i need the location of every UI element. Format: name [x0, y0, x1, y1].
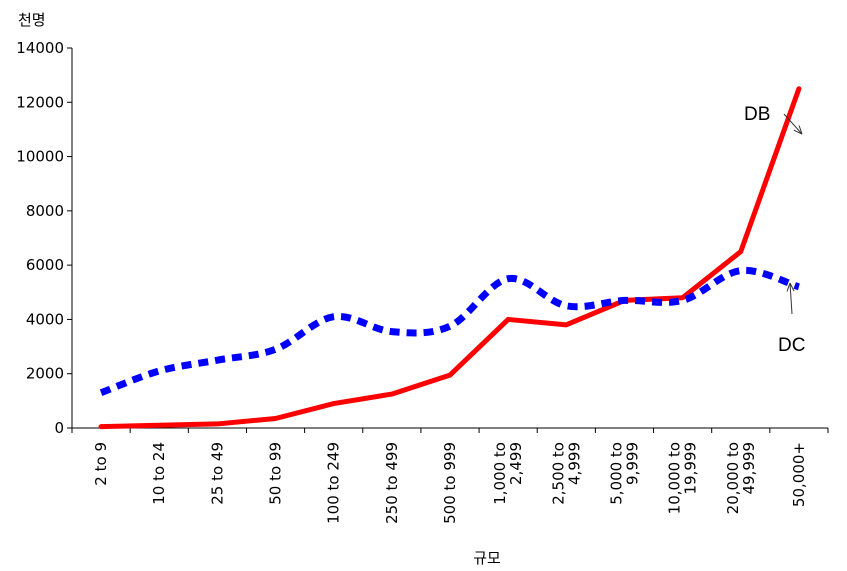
annotation-arrowhead	[789, 282, 795, 292]
annotation-label-dc: DC	[778, 335, 805, 356]
x-tick-label: 50,000+	[790, 442, 808, 507]
y-axis-unit-label: 천명	[18, 11, 46, 29]
data-point-dc	[566, 305, 567, 306]
x-tick-label: 25 to 49	[208, 442, 226, 505]
data-point-db	[450, 375, 451, 376]
data-point-dc	[798, 286, 799, 287]
annotation-arrowhead	[793, 129, 803, 135]
data-point-dc	[275, 349, 276, 350]
x-tick-label: 500 to 999	[441, 442, 459, 524]
data-point-db	[275, 418, 276, 419]
data-point-db	[159, 425, 160, 426]
data-point-db	[508, 319, 509, 320]
annotation-label-db: DB	[744, 104, 770, 125]
x-tick-label-group: 25 to 49	[208, 442, 226, 505]
data-point-db	[798, 88, 799, 89]
y-tick-label: 2000	[26, 365, 64, 383]
x-tick-label-group: 1,000 to2,499	[491, 442, 525, 505]
data-point-dc	[101, 392, 102, 393]
x-tick-label: 5,000 to	[607, 442, 625, 505]
x-tick-label: 250 to 499	[383, 442, 401, 524]
data-point-dc	[624, 300, 625, 301]
x-axis-label: 규모	[473, 549, 501, 567]
x-tick-label: 2,500 to	[549, 442, 567, 505]
annotation-pointer	[789, 282, 793, 315]
x-tick-label-group: 5,000 to9,999	[607, 442, 641, 505]
x-axis-ticks: 2 to 9 10 to 24 25 to 49 50 to 99 100 to 249…	[71, 428, 829, 524]
y-tick-label: 10000	[16, 148, 64, 166]
x-tick-label: 49,999	[740, 442, 758, 495]
x-tick-label: 50 to 99	[267, 442, 285, 505]
data-point-dc	[740, 270, 741, 271]
x-tick-label: 100 to 249	[325, 442, 343, 524]
data-point-db	[566, 324, 567, 325]
axes	[71, 48, 828, 429]
data-point-dc	[333, 316, 334, 317]
x-tick-label: 2,499	[507, 442, 525, 485]
y-tick-label: 6000	[26, 256, 64, 274]
data-point-db	[333, 403, 334, 404]
data-point-dc	[450, 326, 451, 327]
series-line-dc	[99, 267, 801, 396]
y-tick-label: 4000	[26, 310, 64, 328]
x-tick-label-group: 250 to 499	[383, 442, 401, 524]
data-point-db	[101, 426, 102, 427]
annotation-arrowhead	[786, 282, 791, 292]
annotation-arrowhead	[798, 125, 803, 135]
y-tick-label: 12000	[16, 93, 64, 111]
data-point-dc	[159, 371, 160, 372]
data-point-dc	[508, 278, 509, 279]
x-tick-label-group: 50,000+	[790, 442, 808, 507]
x-tick-label: 19,999	[682, 442, 700, 495]
y-tick-label: 8000	[26, 202, 64, 220]
x-tick-label-group: 50 to 99	[267, 442, 285, 505]
data-point-db	[217, 423, 218, 424]
series-line-db	[98, 86, 802, 430]
x-tick-label: 1,000 to	[491, 442, 509, 505]
x-tick-label-group: 500 to 999	[441, 442, 459, 524]
x-tick-label: 4,999	[565, 442, 583, 485]
annotation-pointer	[783, 113, 803, 135]
data-point-db	[391, 394, 392, 395]
x-tick-label: 10 to 24	[150, 442, 168, 505]
y-axis-ticks: 0 2000 4000 6000 8000 10000 12000 14000	[16, 39, 72, 437]
data-point-db	[682, 297, 683, 298]
data-point-dc	[391, 331, 392, 332]
annotations: DB DC	[744, 104, 805, 356]
series-group	[98, 86, 802, 430]
x-tick-label: 2 to 9	[92, 442, 110, 486]
y-tick-label: 0	[54, 419, 64, 437]
x-tick-label: 9,999	[623, 442, 641, 485]
x-tick-label-group: 100 to 249	[325, 442, 343, 524]
data-point-dc	[217, 360, 218, 361]
data-point-db	[740, 251, 741, 252]
x-tick-label-group: 2 to 9	[92, 442, 110, 486]
x-tick-label: 20,000 to	[724, 442, 742, 514]
x-tick-label: 10,000 to	[666, 442, 684, 514]
y-tick-label: 14000	[16, 39, 64, 57]
x-tick-label-group: 2,500 to4,999	[549, 442, 583, 505]
data-point-dc	[682, 300, 683, 301]
x-tick-label-group: 10 to 24	[150, 442, 168, 505]
